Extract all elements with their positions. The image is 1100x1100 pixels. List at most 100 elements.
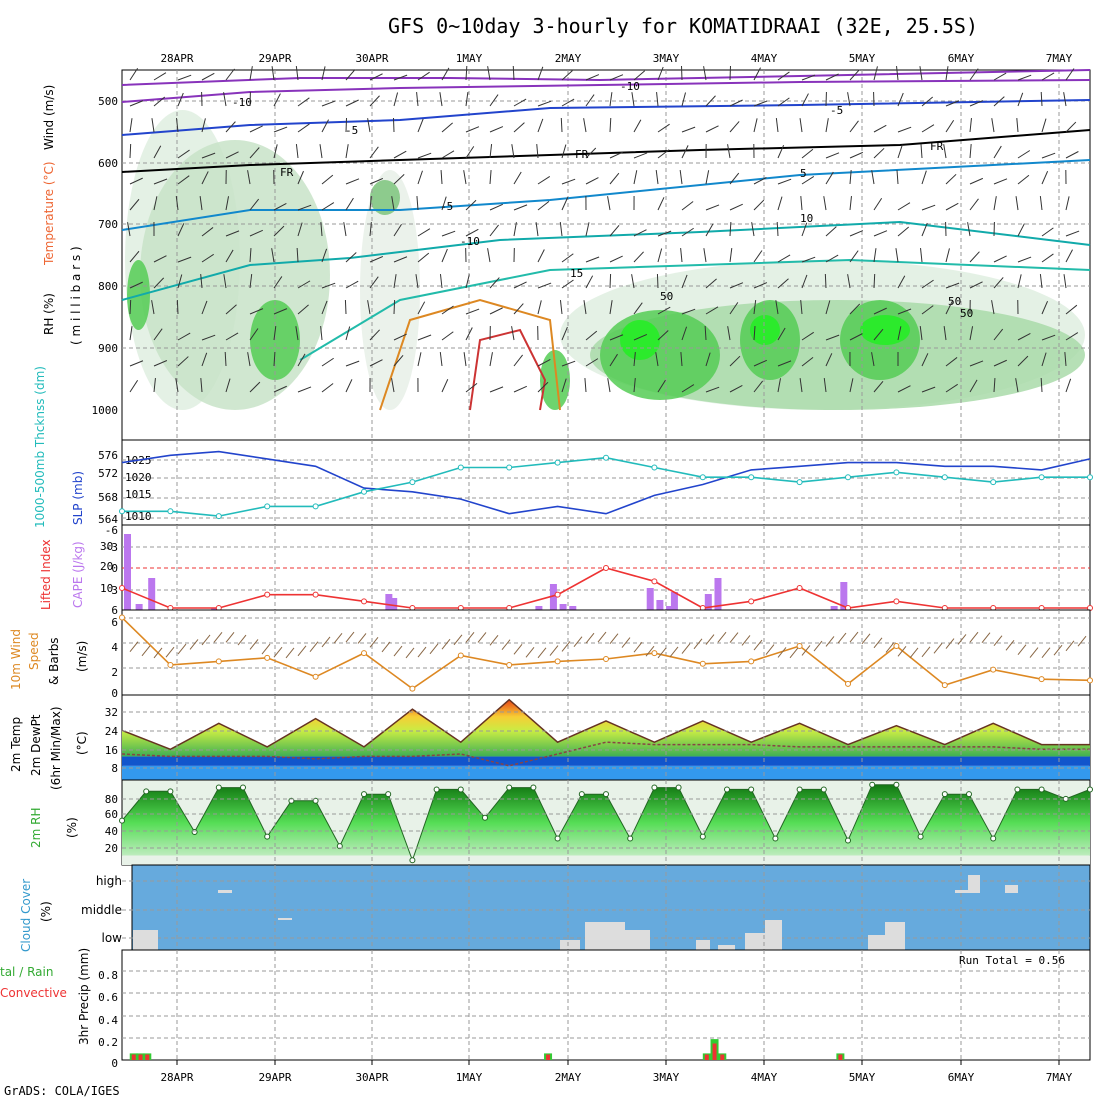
wind-barb xyxy=(943,326,947,341)
wind-barb xyxy=(729,384,743,393)
pressure-tick-label: 600 xyxy=(98,157,118,170)
wind-barb xyxy=(345,99,359,107)
wind-barb xyxy=(945,202,959,211)
bottom-date-label: 28APR xyxy=(160,1071,193,1084)
wind-barb xyxy=(1064,352,1067,367)
wind-barb xyxy=(321,174,334,185)
contour-label: -10 xyxy=(620,80,640,93)
wind-barb xyxy=(993,328,1004,341)
wind-barb xyxy=(177,356,189,367)
rh2m-marker xyxy=(143,788,150,795)
temp-cold-band xyxy=(122,765,1090,780)
wind-barb xyxy=(753,380,764,393)
wind-barb xyxy=(1065,151,1079,159)
rh2m-marker xyxy=(312,797,319,804)
top-date-axis: 28APR 29APR 30APR 1MAY 2MAY 3MAY 4MAY 5MAY 6MAY 7… xyxy=(160,52,1072,65)
thickness-line-marker xyxy=(845,474,851,481)
bottom-date-label: 7MAY xyxy=(1046,1071,1073,1084)
rh2m-tick-label: 20 xyxy=(105,842,118,855)
wind-barb xyxy=(921,96,934,107)
wind-barb xyxy=(777,71,790,81)
rh2m-marker xyxy=(724,786,730,793)
wind-barb xyxy=(609,334,624,341)
wind-barb xyxy=(969,326,974,341)
wind10-barb xyxy=(345,631,355,643)
wind-barb xyxy=(609,353,618,367)
wind-barb xyxy=(249,125,263,133)
wind-barb xyxy=(585,94,595,107)
wind10-barb xyxy=(1065,640,1075,652)
lifted-index-line-marker xyxy=(603,565,609,571)
wind-barb xyxy=(705,306,719,315)
cloud-block xyxy=(585,922,625,950)
temp-band xyxy=(122,756,1090,766)
wind-barb xyxy=(465,199,477,211)
wind-barb xyxy=(753,326,756,341)
wind-barb xyxy=(657,66,664,81)
wind-barb xyxy=(345,360,360,367)
wind-barb xyxy=(201,152,216,159)
wind-barb xyxy=(513,204,528,211)
top-date-label: 3MAY xyxy=(653,52,680,65)
wind-barb xyxy=(441,230,456,237)
wind-barb xyxy=(201,253,214,263)
wind-barb xyxy=(849,151,864,159)
wind-barb xyxy=(441,122,453,133)
wind-barb xyxy=(561,378,567,393)
wind-barb xyxy=(1041,352,1047,367)
rh2m-axis-label: 2m RH xyxy=(29,808,43,849)
wind-barb xyxy=(1017,274,1022,289)
wind-barb xyxy=(561,360,576,367)
wind10-barb xyxy=(333,632,343,644)
wind-barb xyxy=(225,121,236,133)
temperature-contour xyxy=(121,159,1091,231)
wind-barb xyxy=(513,222,517,237)
wind10-tick-label: 4 xyxy=(111,641,118,654)
temp2m-axis-units: (°C) xyxy=(75,731,89,755)
wind-barb xyxy=(777,360,792,367)
rh2m-base xyxy=(122,855,1090,865)
wind-barb xyxy=(129,379,139,393)
wind-barb xyxy=(993,96,1005,107)
wind-barb xyxy=(657,123,670,133)
rh2m-marker xyxy=(336,843,343,850)
cape-bar xyxy=(714,578,722,610)
wind-barb xyxy=(1015,196,1019,211)
wind-barb xyxy=(199,196,203,211)
wind10-speed-line-marker xyxy=(748,658,755,665)
wind-barb xyxy=(344,299,347,315)
wind-barb xyxy=(367,300,371,315)
wind10-barb xyxy=(285,647,295,659)
wind-barb xyxy=(585,74,600,81)
wind-barb xyxy=(129,360,144,367)
wind10-axis-label-c: & Barbs xyxy=(47,637,61,685)
wind10-barb xyxy=(1041,647,1051,659)
wind-barb xyxy=(945,357,958,367)
thickness-line-marker xyxy=(119,508,125,515)
temp2m-axis-label-c: (6hr Min/Max) xyxy=(49,707,63,791)
wind-barb xyxy=(297,386,312,393)
wind-barb xyxy=(1017,74,1032,81)
wind-barb xyxy=(607,378,611,393)
contour-label: 5 xyxy=(800,167,807,180)
wind-barb xyxy=(849,378,854,393)
wind-barb xyxy=(417,352,422,367)
wind-barb xyxy=(295,66,299,81)
temp2m-tick-label: 32 xyxy=(105,706,118,719)
wind10-barb xyxy=(741,635,751,646)
wind10-barb xyxy=(633,641,643,653)
wind-barb xyxy=(297,304,309,315)
wind-barb xyxy=(369,146,379,159)
wind-barb xyxy=(345,117,348,133)
wind-barb xyxy=(1065,121,1077,133)
cloud-block xyxy=(745,933,765,950)
cape-bar xyxy=(830,606,838,610)
wind-barb xyxy=(321,119,330,133)
wind-barb xyxy=(849,170,852,185)
cape-tick-label: 30 xyxy=(100,540,113,553)
contour-label: 15 xyxy=(570,267,583,280)
wind-barb xyxy=(753,199,765,211)
rh-shade-area xyxy=(620,320,660,360)
wind-barb xyxy=(993,359,1007,367)
wind-barb xyxy=(225,332,239,341)
